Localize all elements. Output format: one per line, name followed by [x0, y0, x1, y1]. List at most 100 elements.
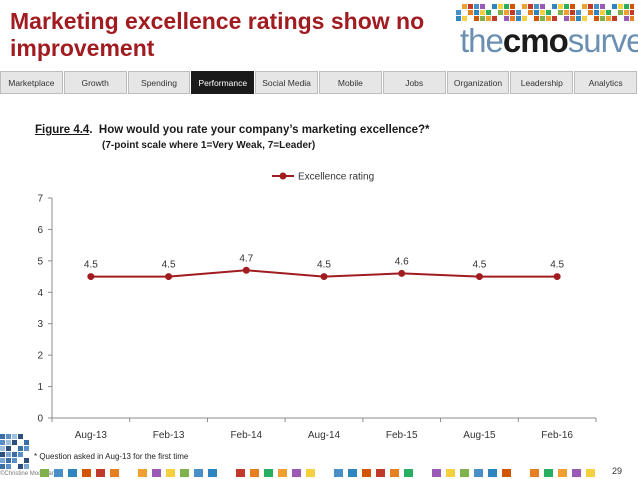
logo-tile: [624, 16, 629, 21]
logo-tile: [480, 4, 485, 9]
page-title: Marketing excellence ratings show no imp…: [10, 8, 425, 61]
logo-tile: [522, 16, 527, 21]
corner-tile: [18, 464, 23, 469]
strip-tile: [376, 469, 385, 477]
logo-tile: [546, 10, 551, 15]
nav-tab-mobile[interactable]: Mobile: [318, 71, 382, 94]
logo-tile: [474, 4, 479, 9]
logo-tile: [588, 10, 593, 15]
logo-tile: [456, 10, 461, 15]
logo-tile: [540, 10, 545, 15]
x-tick-label: Feb-13: [153, 430, 185, 441]
corner-tile: [24, 446, 29, 451]
corner-tile: [0, 434, 5, 439]
nav-tab-organization[interactable]: Organization: [446, 71, 510, 94]
strip-tile: [292, 469, 301, 477]
strip-tile: [306, 469, 315, 477]
data-label: 4.5: [162, 260, 176, 271]
y-tick-label: 2: [37, 351, 43, 362]
logo-tile: [534, 4, 539, 9]
logo-tile: [534, 10, 539, 15]
section-nav: Marketplace Growth Spending Performance Soci…: [0, 71, 638, 94]
data-point: [398, 269, 406, 277]
y-tick-label: 6: [37, 225, 43, 236]
corner-tile: [0, 446, 5, 451]
copyright-text: ©Christine Moorman: [0, 471, 56, 477]
logo-tile: [510, 10, 515, 15]
logo-tile: [552, 4, 557, 9]
corner-tile: [24, 464, 29, 469]
corner-tile: [6, 440, 11, 445]
data-point: [475, 273, 483, 281]
logo-tile: [474, 10, 479, 15]
nav-tab-jobs[interactable]: Jobs: [382, 71, 446, 94]
corner-tile: [6, 458, 11, 463]
corner-tile: [12, 458, 17, 463]
corner-tile: [12, 434, 17, 439]
logo-tile: [612, 16, 617, 21]
strip-tile: [236, 469, 245, 477]
nav-tab-growth[interactable]: Growth: [63, 71, 127, 94]
strip-tile: [82, 469, 91, 477]
corner-tile: [0, 464, 5, 469]
nav-tab-marketplace[interactable]: Marketplace: [0, 71, 63, 94]
strip-tile: [530, 469, 539, 477]
logo-mosaic-icon: [456, 4, 634, 21]
corner-tile: [6, 452, 11, 457]
logo-tile: [528, 4, 533, 9]
data-label: 4.5: [472, 260, 486, 271]
data-point: [242, 266, 250, 274]
corner-tile: [0, 440, 5, 445]
strip-tile: [68, 469, 77, 477]
data-label: 4.6: [395, 256, 409, 267]
logo-tile: [564, 4, 569, 9]
corner-tile: [0, 452, 5, 457]
nav-tab-leadership[interactable]: Leadership: [510, 71, 574, 94]
logo-tile: [546, 16, 551, 21]
logo-tile: [516, 16, 521, 21]
corner-tile: [18, 452, 23, 457]
logo-tile: [570, 10, 575, 15]
logo-tile: [594, 10, 599, 15]
strip-tile: [502, 469, 511, 477]
data-point: [320, 273, 328, 281]
strip-tile: [166, 469, 175, 477]
figure-caption: Figure 4.4. How would you rate your comp…: [35, 124, 430, 136]
logo-tile: [456, 16, 461, 21]
logo-tile: [570, 4, 575, 9]
x-tick-label: Aug-15: [463, 430, 496, 441]
logo-tile: [618, 10, 623, 15]
bottom-mosaic-icon: [40, 469, 595, 477]
figure-subtitle: (7-point scale where 1=Very Weak, 7=Lead…: [102, 140, 316, 151]
strip-tile: [40, 469, 49, 477]
logo-tile: [600, 10, 605, 15]
strip-tile: [446, 469, 455, 477]
strip-tile: [180, 469, 189, 477]
strip-tile: [96, 469, 105, 477]
strip-tile: [152, 469, 161, 477]
strip-tile: [572, 469, 581, 477]
logo-tile: [624, 10, 629, 15]
logo-tile: [570, 16, 575, 21]
nav-tab-analytics[interactable]: Analytics: [574, 71, 637, 94]
nav-tab-spending[interactable]: Spending: [127, 71, 191, 94]
corner-tile: [18, 434, 23, 439]
corner-tile: [12, 452, 17, 457]
logo-tile: [522, 4, 527, 9]
data-point: [165, 273, 173, 281]
x-tick-label: Feb-14: [230, 430, 262, 441]
logo-tile: [630, 4, 634, 9]
data-label: 4.5: [550, 260, 564, 271]
logo-tile: [594, 4, 599, 9]
strip-tile: [138, 469, 147, 477]
strip-tile: [390, 469, 399, 477]
strip-tile: [362, 469, 371, 477]
figure-question: How would you rate your company’s market…: [98, 124, 430, 136]
logo-tile: [504, 10, 509, 15]
nav-tab-performance[interactable]: Performance: [191, 71, 255, 94]
logo-tile: [510, 4, 515, 9]
nav-tab-social-media[interactable]: Social Media: [255, 71, 318, 94]
logo-tile: [486, 10, 491, 15]
legend-marker: [279, 172, 287, 180]
strip-tile: [250, 469, 259, 477]
